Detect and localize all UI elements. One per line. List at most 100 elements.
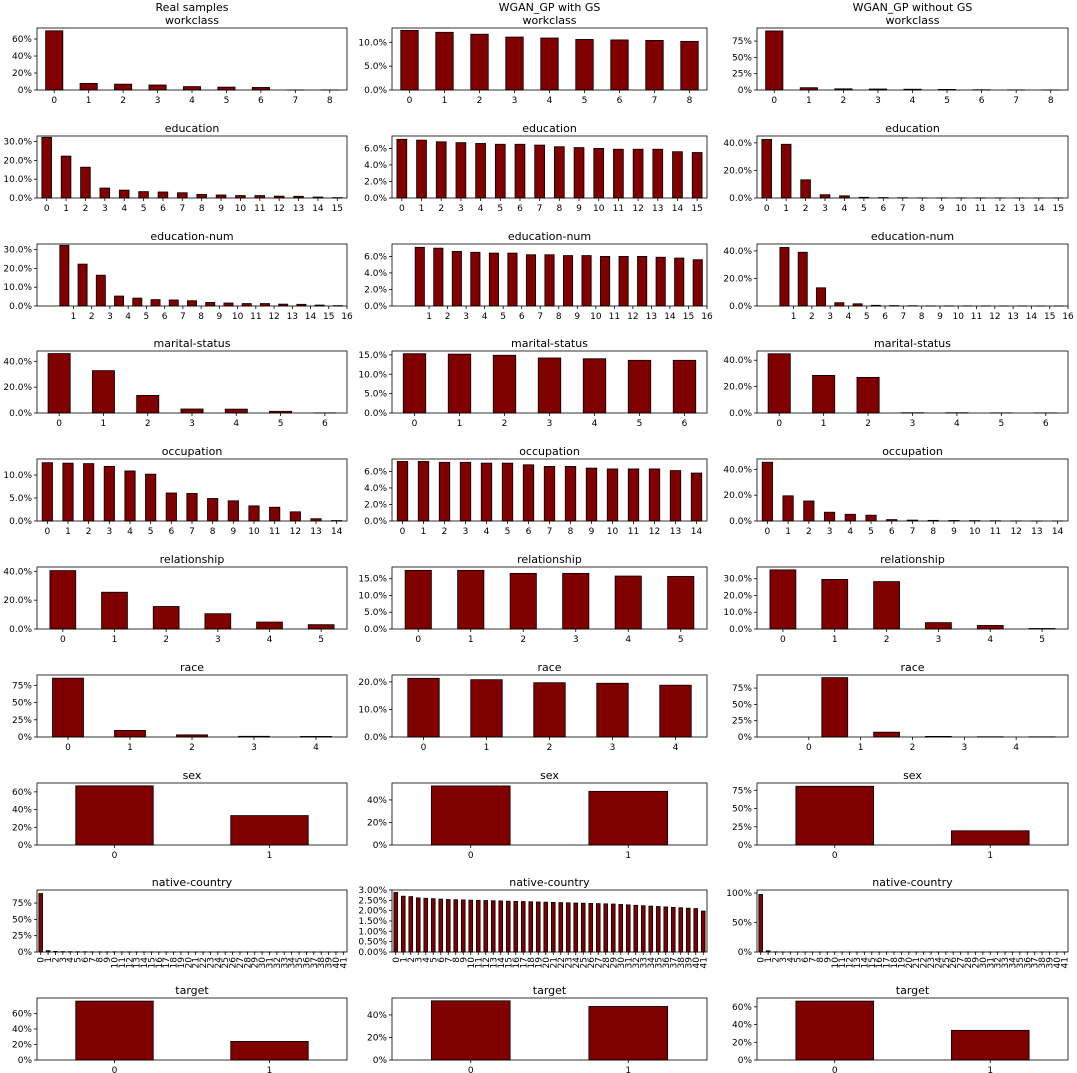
y-tick-label: 60%	[732, 1003, 752, 1013]
bar	[145, 473, 157, 522]
x-tick-label: 0	[415, 635, 421, 645]
x-tick-label: 12	[290, 527, 301, 537]
x-tick-label: 1	[71, 312, 77, 322]
bar	[52, 677, 84, 738]
y-tick-label: 2.50%	[358, 896, 387, 906]
x-tick-label: 9	[939, 204, 945, 214]
bar	[416, 139, 427, 199]
x-tick-label: 10	[248, 527, 260, 537]
bar	[505, 900, 511, 953]
x-tick-label: 4	[1013, 743, 1019, 753]
x-tick-label: 3	[251, 743, 257, 753]
x-tick-label: 14	[1026, 312, 1038, 322]
bar	[821, 579, 849, 630]
x-tick-label: 0	[392, 957, 402, 963]
x-tick-label: 1	[832, 635, 838, 645]
x-tick-label: 24	[934, 957, 944, 969]
bar	[400, 895, 406, 953]
bar	[256, 621, 283, 630]
x-tick-label: 5	[998, 419, 1004, 429]
x-tick-label: 3	[106, 527, 112, 537]
x-tick-label: 0	[412, 419, 418, 429]
bar	[187, 300, 197, 307]
x-tick-label: 6	[81, 957, 91, 963]
bar	[75, 785, 154, 846]
x-tick-label: 6	[437, 957, 447, 963]
bar	[645, 40, 664, 91]
y-tick-label: 25%	[732, 717, 752, 727]
x-tick-label: 38	[317, 957, 327, 969]
x-tick-label: 5	[678, 635, 684, 645]
bar	[618, 255, 629, 307]
x-tick-label: 14	[860, 957, 870, 969]
y-tick-label: 50%	[732, 918, 752, 928]
bar	[865, 514, 877, 522]
bar	[613, 148, 624, 199]
x-tick-label: 9	[218, 204, 224, 214]
bar	[438, 461, 451, 522]
y-tick-label: 40.0%	[723, 247, 752, 257]
x-tick-label: 40	[332, 957, 342, 969]
bar	[62, 462, 74, 522]
bar	[501, 462, 514, 522]
x-tick-label: 17	[162, 957, 172, 968]
x-tick-label: 6	[979, 96, 985, 106]
x-tick-label: 27	[594, 957, 604, 968]
subplot-workclass-1: workclass 0.0% 5.0% 10.0% 0 1 2 3 4 5 6 7 8	[358, 14, 708, 106]
bar	[564, 466, 577, 522]
x-tick-label: 0	[468, 851, 474, 861]
x-tick-label: 1	[442, 96, 448, 106]
bar	[535, 901, 541, 953]
bar	[157, 191, 169, 199]
x-tick-label: 37	[1031, 957, 1041, 968]
x-tick-label: 3	[414, 957, 424, 963]
x-tick-label: 26	[587, 957, 597, 969]
x-tick-label: 9	[103, 957, 113, 963]
bar	[667, 575, 695, 630]
x-tick-label: 10	[969, 527, 981, 537]
y-tick-label: 0.50%	[358, 938, 387, 948]
x-tick-label: 24	[214, 957, 224, 969]
bar	[60, 155, 72, 199]
y-tick-label: 60%	[12, 788, 32, 798]
subplot-target-1: target 0% 20% 40% 0 1	[367, 984, 708, 1073]
bar	[543, 901, 549, 953]
x-tick-label: 7	[900, 312, 906, 322]
plot-frame	[391, 566, 708, 630]
bar	[562, 255, 574, 307]
y-tick-label: 10.0%	[358, 38, 387, 48]
x-tick-label: 2	[89, 312, 95, 322]
x-tick-label: 0	[780, 635, 786, 645]
y-tick-label: 20%	[732, 1038, 752, 1048]
subplot-title: relationship	[517, 553, 582, 566]
y-tick-label: 0.00%	[358, 948, 387, 958]
plot-frame	[756, 243, 1069, 307]
bar	[976, 625, 1004, 630]
x-tick-label: 7	[179, 204, 185, 214]
subplot-workclass-2: workclass 0% 25% 50% 75% 0 1 2 3 4 5 6 7 8	[732, 14, 1069, 106]
x-tick-label: 4	[786, 957, 796, 963]
x-tick-label: 28	[964, 957, 974, 969]
column-header: WGAN_GP without GS	[853, 1, 973, 14]
x-tick-label: 4	[673, 743, 679, 753]
bar	[470, 33, 489, 91]
x-tick-label: 12	[989, 312, 1000, 322]
x-tick-label: 5	[861, 204, 867, 214]
x-tick-label: 19	[177, 957, 187, 969]
x-tick-label: 12	[482, 957, 492, 968]
y-tick-label: 4.0%	[364, 161, 387, 171]
subplot-sex-0: sex 0% 20% 40% 60% 0 1	[12, 769, 348, 861]
x-tick-label: 3	[189, 419, 195, 429]
x-tick-label: 0	[44, 527, 50, 537]
y-tick-label: 20.0%	[3, 264, 32, 274]
subplot-title: sex	[903, 769, 922, 782]
x-tick-label: 12	[273, 204, 284, 214]
x-tick-label: 7	[910, 527, 916, 537]
x-tick-label: 14	[664, 312, 676, 322]
bar	[227, 500, 239, 522]
bar	[761, 461, 773, 522]
x-tick-label: 30	[258, 957, 268, 969]
bar	[816, 287, 827, 307]
bar	[132, 297, 143, 307]
y-tick-label: 0.0%	[729, 409, 752, 419]
